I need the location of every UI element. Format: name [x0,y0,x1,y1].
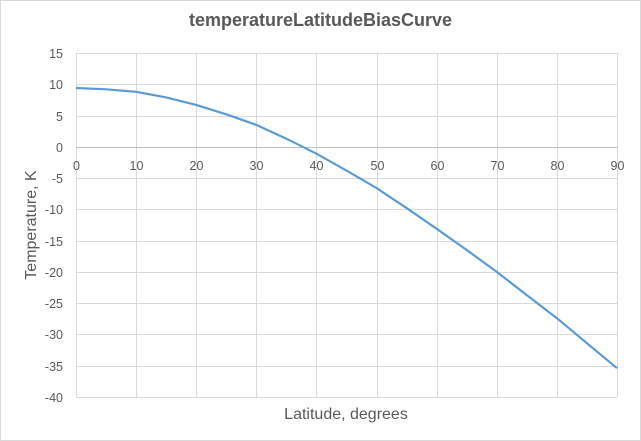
y-tick-label: -30 [45,328,63,342]
x-tick-label: 10 [130,159,144,173]
x-tick-label: 20 [190,159,204,173]
y-axis-title: Temperature, K [23,170,40,280]
x-axis-ticks: 0 10 20 30 40 50 60 70 80 90 [73,159,624,173]
y-tick-label: -40 [45,391,63,405]
y-tick-label: -35 [45,360,63,374]
x-tick-label: 60 [431,159,445,173]
chart-title: temperatureLatitudeBiasCurve [188,10,453,30]
x-tick-label: 80 [551,159,565,173]
y-tick-label: 0 [56,141,63,155]
y-tick-label: 10 [49,78,63,92]
gridlines [76,53,618,398]
y-tick-label: -25 [45,297,63,311]
x-tick-label: 70 [491,159,505,173]
series-line [75,86,618,370]
y-axis-ticks: 15 10 5 0 -5 -10 -15 -20 -25 -30 -35 -40 [45,47,63,405]
y-tick-label: 5 [56,110,63,124]
x-axis-title: Latitude, degrees [284,406,408,423]
y-tick-label: -5 [52,172,63,186]
x-tick-label: 40 [310,159,324,173]
y-tick-label: -10 [45,203,63,217]
y-tick-label: 15 [49,47,63,61]
x-tick-label: 90 [611,159,625,173]
x-tick-label: 30 [250,159,264,173]
y-tick-label: -15 [45,235,63,249]
x-tick-label: 50 [371,159,385,173]
x-tick-label: 0 [73,159,80,173]
y-tick-label: -20 [45,266,63,280]
